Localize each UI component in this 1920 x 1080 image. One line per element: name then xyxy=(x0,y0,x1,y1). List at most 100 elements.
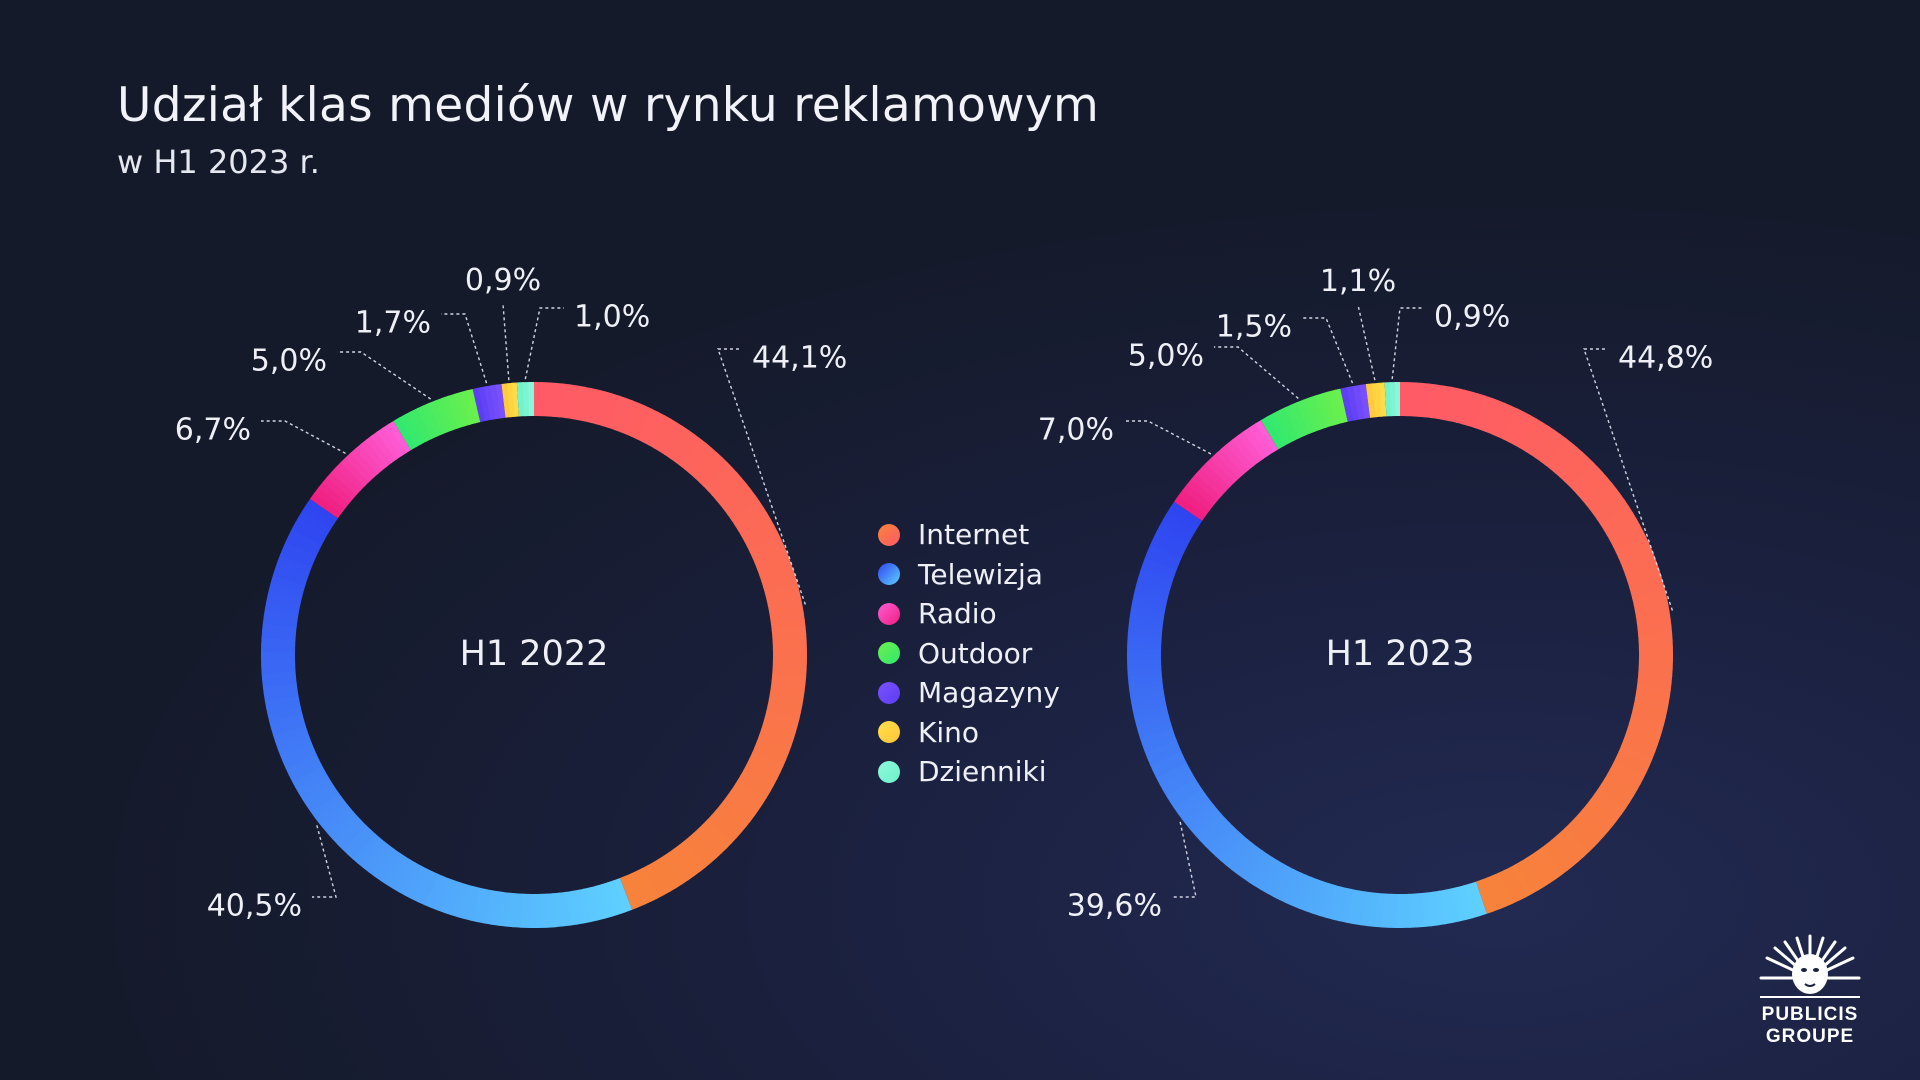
slice-dzienniki xyxy=(1384,382,1400,417)
slice-piece xyxy=(1321,391,1338,427)
legend-item-kino: Kino xyxy=(878,713,1060,753)
slice-piece xyxy=(275,560,310,580)
slice-piece xyxy=(288,759,323,782)
slice-piece xyxy=(1624,562,1660,582)
slice-piece xyxy=(1236,846,1264,879)
page-title: Udział klas mediów w rynku reklamowym xyxy=(117,78,1100,133)
slice-piece xyxy=(269,580,305,598)
slice-piece xyxy=(1559,451,1589,483)
slice-piece xyxy=(277,736,312,757)
slice-piece xyxy=(263,608,299,622)
slice-piece xyxy=(737,512,772,537)
slice-piece xyxy=(749,537,784,559)
data-label-magazyny: 1,7% xyxy=(355,306,431,341)
slice-piece xyxy=(322,476,354,505)
slice-piece xyxy=(1137,721,1173,739)
slice-piece xyxy=(1573,813,1605,843)
slice-piece xyxy=(1394,893,1404,928)
slice-piece xyxy=(1134,709,1170,726)
slice-piece xyxy=(459,390,476,425)
slice-piece xyxy=(1529,425,1556,459)
slice-piece xyxy=(1492,872,1514,907)
slice-piece xyxy=(1635,610,1671,624)
slice-piece xyxy=(453,391,471,427)
slice-piece xyxy=(684,442,713,475)
slice-piece xyxy=(264,694,300,709)
slice-piece xyxy=(539,893,550,928)
slice-piece xyxy=(767,598,803,613)
slice-piece xyxy=(723,488,756,516)
slice-piece xyxy=(365,435,393,467)
slice-piece xyxy=(663,851,689,885)
slice-piece xyxy=(740,518,775,542)
slice-piece xyxy=(678,840,707,873)
page-subtitle: w H1 2023 r. xyxy=(117,143,320,181)
slice-piece xyxy=(1149,750,1184,772)
slice-piece xyxy=(1248,853,1274,887)
slice-piece xyxy=(1514,860,1539,895)
slice-piece xyxy=(758,728,794,748)
legend-swatch xyxy=(878,642,900,665)
slice-piece xyxy=(1461,391,1479,427)
slice-piece xyxy=(1635,690,1670,705)
slice-piece xyxy=(272,724,308,743)
slice-piece xyxy=(754,550,790,571)
slice-piece xyxy=(1609,523,1644,547)
leader-line xyxy=(502,303,510,381)
leader-line xyxy=(1583,348,1674,611)
data-label-kino: 0,9% xyxy=(465,263,541,298)
slice-piece xyxy=(1638,639,1673,649)
slice-piece xyxy=(583,387,600,423)
slice-piece xyxy=(1536,847,1563,880)
slice-piece xyxy=(1549,442,1578,474)
slice-piece xyxy=(746,757,781,780)
slice-piece xyxy=(1467,393,1486,429)
slice-piece xyxy=(642,411,666,446)
slice-piece xyxy=(1476,879,1494,914)
slice-piece xyxy=(305,786,339,813)
slice-piece xyxy=(1302,397,1322,432)
slice-piece xyxy=(1135,715,1171,733)
slice-piece xyxy=(270,718,306,736)
slice-piece xyxy=(1144,550,1180,571)
slice-piece xyxy=(285,753,320,776)
slice-piece xyxy=(710,810,742,839)
slice-piece xyxy=(1589,488,1622,515)
slice-piece xyxy=(733,779,767,805)
slice-piece xyxy=(456,884,474,920)
slice-piece xyxy=(261,663,296,674)
slice-piece xyxy=(683,836,712,868)
slice-piece xyxy=(743,763,778,787)
slice-piece xyxy=(1485,400,1506,435)
data-label-internet: 44,8% xyxy=(1618,341,1713,376)
slice-piece xyxy=(1340,386,1355,422)
slice-piece xyxy=(1220,443,1249,475)
slice-piece xyxy=(288,528,323,551)
slice-piece xyxy=(1607,767,1641,792)
slice-piece xyxy=(1627,721,1663,740)
slice-piece xyxy=(1352,890,1366,926)
slice-piece xyxy=(577,386,593,422)
leader-line xyxy=(1391,307,1424,380)
slice-piece xyxy=(533,893,543,928)
legend-swatch xyxy=(878,523,900,546)
slice-piece xyxy=(1473,395,1493,431)
slice-piece xyxy=(1231,434,1259,467)
slice-piece xyxy=(463,885,480,921)
slice-piece xyxy=(1248,423,1275,456)
slice-piece xyxy=(1137,570,1173,588)
slice-piece xyxy=(262,615,298,628)
slice-piece xyxy=(1242,850,1269,883)
slice-piece xyxy=(630,870,652,905)
slice-piece xyxy=(607,395,627,431)
slice-piece xyxy=(1359,384,1371,419)
slice-piece xyxy=(1519,418,1544,452)
slice-piece xyxy=(326,471,358,500)
slice-piece xyxy=(1586,799,1618,827)
slice-piece xyxy=(298,509,332,535)
slice-piece xyxy=(1136,576,1171,594)
slice-piece xyxy=(1314,393,1333,428)
slice-piece xyxy=(1130,691,1165,705)
slice-piece xyxy=(770,679,806,692)
slice-piece xyxy=(1186,803,1218,832)
